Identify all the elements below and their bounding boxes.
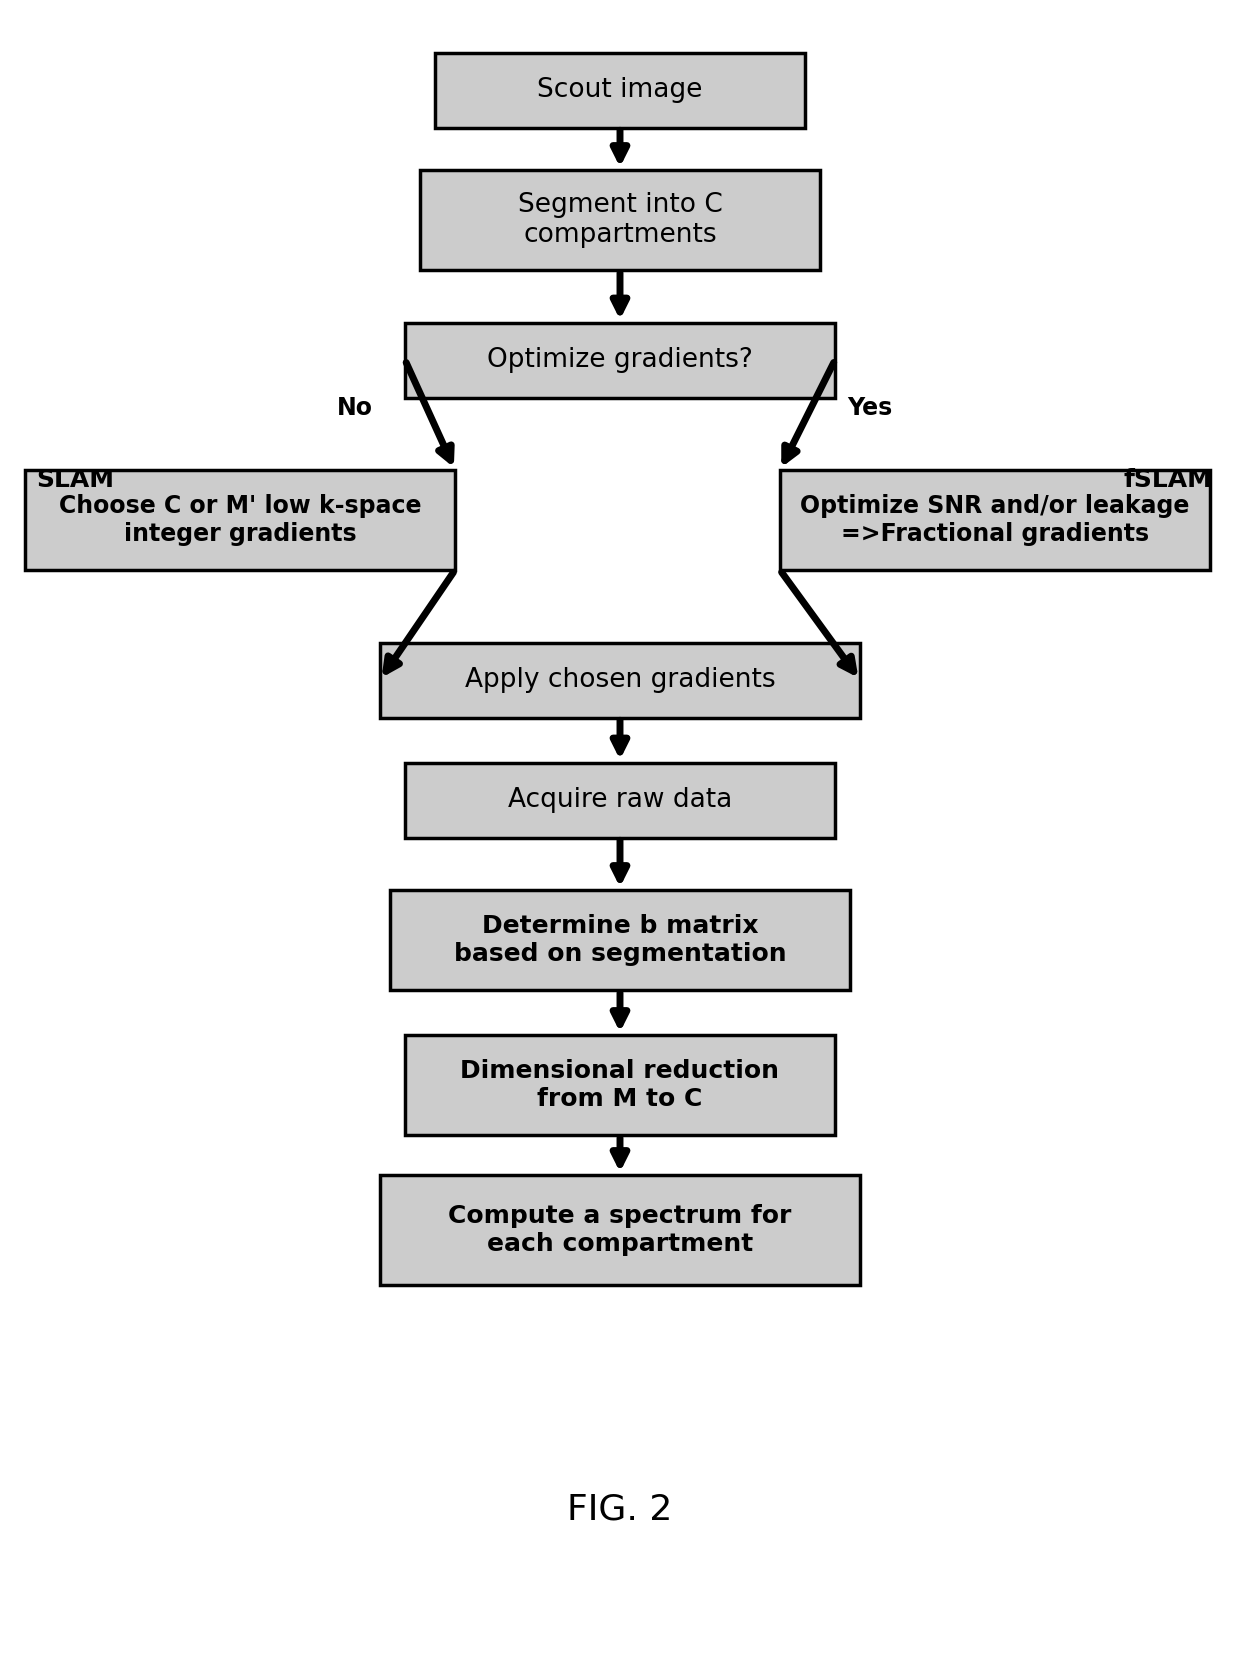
- Text: Optimize SNR and/or leakage
=>Fractional gradients: Optimize SNR and/or leakage =>Fractional…: [800, 494, 1189, 545]
- FancyBboxPatch shape: [780, 470, 1210, 570]
- FancyBboxPatch shape: [405, 322, 835, 397]
- Text: Determine b matrix
based on segmentation: Determine b matrix based on segmentation: [454, 914, 786, 966]
- FancyBboxPatch shape: [405, 763, 835, 838]
- Text: Compute a spectrum for
each compartment: Compute a spectrum for each compartment: [449, 1203, 791, 1256]
- FancyBboxPatch shape: [379, 643, 861, 718]
- Text: Apply chosen gradients: Apply chosen gradients: [465, 666, 775, 693]
- FancyBboxPatch shape: [405, 1035, 835, 1135]
- Text: Optimize gradients?: Optimize gradients?: [487, 347, 753, 372]
- FancyBboxPatch shape: [391, 889, 849, 991]
- FancyBboxPatch shape: [435, 53, 805, 128]
- Text: Choose C or M' low k-space
integer gradients: Choose C or M' low k-space integer gradi…: [58, 494, 422, 545]
- Text: SLAM: SLAM: [36, 469, 114, 492]
- Text: Segment into C
compartments: Segment into C compartments: [517, 193, 723, 248]
- FancyBboxPatch shape: [379, 1175, 861, 1285]
- Text: Yes: Yes: [847, 396, 893, 420]
- FancyBboxPatch shape: [25, 470, 455, 570]
- FancyBboxPatch shape: [420, 170, 820, 269]
- Text: fSLAM: fSLAM: [1123, 469, 1213, 492]
- Text: No: No: [337, 396, 373, 420]
- Text: Dimensional reduction
from M to C: Dimensional reduction from M to C: [460, 1059, 780, 1110]
- Text: FIG. 2: FIG. 2: [568, 1492, 672, 1527]
- Text: Acquire raw data: Acquire raw data: [508, 788, 732, 813]
- Text: Scout image: Scout image: [537, 76, 703, 103]
